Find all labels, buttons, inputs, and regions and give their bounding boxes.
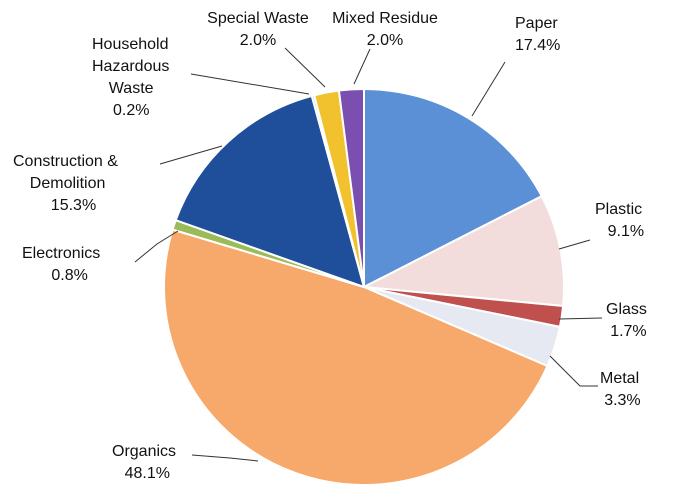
value-special-waste: 2.0% [240, 32, 276, 49]
name-construction-demolition: Construction & [13, 153, 118, 170]
name-household-hazardous-waste: Waste [109, 80, 154, 97]
slice-labels: Paper 17.4% Plastic 9.1% Glass 1.7% Metal 3.3% O… [13, 10, 647, 482]
leader-line-metal [549, 355, 598, 387]
label-plastic: Plastic 9.1% [595, 201, 644, 240]
leader-lines [134, 47, 603, 462]
leader-line-construction-demolition [159, 145, 223, 165]
name-plastic: Plastic [595, 201, 642, 218]
value-household-hazardous-waste: 0.2% [113, 102, 149, 119]
leader-line-glass [558, 317, 603, 320]
label-special-waste: Special Waste 2.0% [207, 10, 309, 49]
value-metal: 3.3% [604, 392, 640, 409]
leader-line-plastic [558, 239, 591, 250]
label-paper: Paper 17.4% [515, 15, 560, 54]
leader-line-organics [191, 454, 259, 462]
value-mixed-residue: 2.0% [367, 32, 403, 49]
slice-mixed-residue [337, 87, 365, 288]
label-glass: Glass 1.7% [606, 301, 647, 340]
label-household-hazardous-waste: Household Hazardous Waste 0.2% [92, 36, 169, 119]
leader-line-special-waste [284, 47, 326, 88]
slice-plastic [360, 194, 565, 308]
name-glass: Glass [606, 301, 647, 318]
name-paper: Paper [515, 15, 558, 32]
name-electronics: Electronics [22, 245, 100, 262]
leader-line-household-hazardous-waste [190, 73, 310, 95]
leader-line-paper [471, 61, 506, 117]
name-organics: Organics [112, 443, 176, 460]
value-plastic: 9.1% [608, 223, 644, 240]
label-organics: Organics 48.1% [112, 443, 176, 482]
slice-construction-demolition [174, 94, 366, 289]
leader-line-electronics [134, 230, 179, 263]
name-special-waste: Special Waste [207, 10, 309, 27]
label-construction-demolition: Construction & Demolition 15.3% [13, 153, 118, 214]
slice-organics [162, 228, 549, 487]
name-construction-demolition: Demolition [30, 175, 106, 192]
label-mixed-residue: Mixed Residue 2.0% [332, 10, 438, 49]
label-metal: Metal 3.3% [600, 370, 641, 409]
name-household-hazardous-waste: Hazardous [92, 58, 169, 75]
value-construction-demolition: 15.3% [51, 197, 96, 214]
name-mixed-residue: Mixed Residue [332, 10, 438, 27]
slice-paper [363, 87, 544, 289]
label-electronics: Electronics 0.8% [22, 245, 100, 284]
value-glass: 1.7% [610, 323, 646, 340]
name-metal: Metal [600, 370, 639, 387]
value-electronics: 0.8% [51, 267, 87, 284]
value-paper: 17.4% [515, 37, 560, 54]
name-household-hazardous-waste: Household [92, 36, 169, 53]
pie-slices [162, 87, 565, 487]
value-organics: 48.1% [125, 465, 170, 482]
leader-line-mixed-residue [353, 48, 371, 85]
